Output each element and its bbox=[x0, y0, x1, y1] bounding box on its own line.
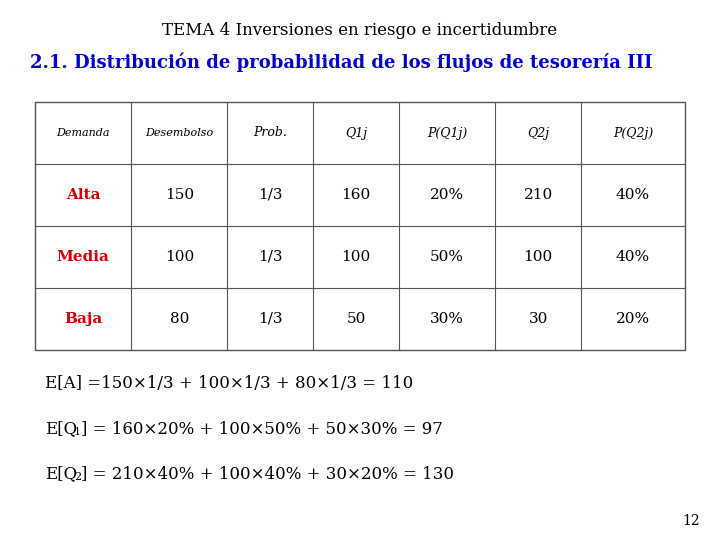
Text: 50: 50 bbox=[346, 312, 366, 326]
Text: 100: 100 bbox=[165, 250, 194, 264]
Text: 160: 160 bbox=[341, 188, 371, 202]
Text: 20%: 20% bbox=[616, 312, 650, 326]
Text: 12: 12 bbox=[683, 514, 700, 528]
Text: 1/3: 1/3 bbox=[258, 188, 282, 202]
Text: 150: 150 bbox=[165, 188, 194, 202]
Text: TEMA 4 Inversiones en riesgo e incertidumbre: TEMA 4 Inversiones en riesgo e incertidu… bbox=[163, 22, 557, 39]
Text: 1/3: 1/3 bbox=[258, 312, 282, 326]
Text: P(Q2j): P(Q2j) bbox=[613, 126, 653, 139]
Text: 80: 80 bbox=[170, 312, 189, 326]
Text: Q2j: Q2j bbox=[527, 126, 549, 139]
Text: Baja: Baja bbox=[64, 312, 102, 326]
Text: ] = 160×20% + 100×50% + 50×30% = 97: ] = 160×20% + 100×50% + 50×30% = 97 bbox=[81, 420, 443, 437]
Text: 40%: 40% bbox=[616, 188, 650, 202]
Text: E[Q: E[Q bbox=[45, 465, 77, 482]
Text: 40%: 40% bbox=[616, 250, 650, 264]
Text: E[A] =150×1/3 + 100×1/3 + 80×1/3 = 110: E[A] =150×1/3 + 100×1/3 + 80×1/3 = 110 bbox=[45, 375, 413, 392]
Text: 30: 30 bbox=[528, 312, 548, 326]
Bar bbox=[35, 102, 685, 350]
Text: 2: 2 bbox=[74, 472, 81, 482]
Text: ] = 210×40% + 100×40% + 30×20% = 130: ] = 210×40% + 100×40% + 30×20% = 130 bbox=[81, 465, 454, 482]
Text: 210: 210 bbox=[523, 188, 553, 202]
Text: Prob.: Prob. bbox=[253, 126, 287, 139]
Text: 100: 100 bbox=[523, 250, 553, 264]
Text: Media: Media bbox=[57, 250, 109, 264]
Text: E[Q: E[Q bbox=[45, 420, 77, 437]
Text: Alta: Alta bbox=[66, 188, 100, 202]
Text: Demanda: Demanda bbox=[56, 128, 110, 138]
Text: 2.1. Distribución de probabilidad de los flujos de tesorería III: 2.1. Distribución de probabilidad de los… bbox=[30, 52, 652, 71]
Text: Desembolso: Desembolso bbox=[145, 128, 213, 138]
Text: 100: 100 bbox=[341, 250, 371, 264]
Text: Q1j: Q1j bbox=[345, 126, 367, 139]
Text: 50%: 50% bbox=[430, 250, 464, 264]
Text: 1/3: 1/3 bbox=[258, 250, 282, 264]
Text: 1: 1 bbox=[74, 427, 81, 437]
Text: 20%: 20% bbox=[430, 188, 464, 202]
Text: 30%: 30% bbox=[430, 312, 464, 326]
Text: P(Q1j): P(Q1j) bbox=[427, 126, 467, 139]
